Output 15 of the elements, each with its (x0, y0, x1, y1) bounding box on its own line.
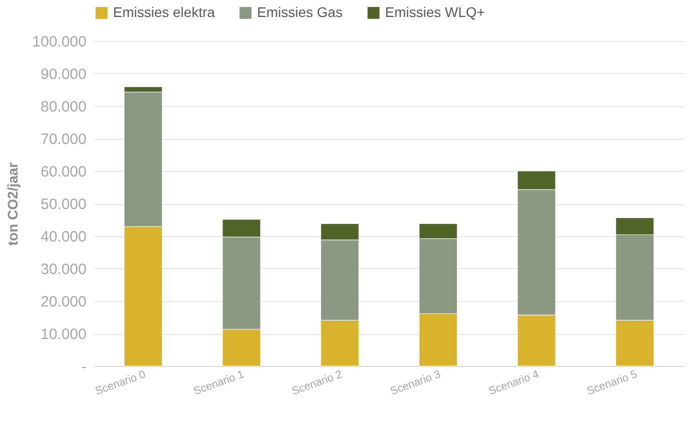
y-tick-label: 20.000 (40, 294, 86, 310)
y-tick-label: 50.000 (40, 196, 86, 213)
y-tick-label: 60.000 (40, 164, 86, 180)
y-tick-label: 30.000 (40, 261, 86, 278)
legend-label: Emissies WLQ+ (385, 4, 485, 20)
y-tick-label: 70.000 (40, 131, 86, 148)
legend-label: Emissies elektra (113, 4, 216, 20)
y-tick-label: 100.000 (32, 34, 86, 50)
y-tick-label: 80.000 (40, 98, 86, 116)
y-tick-label: 90.000 (40, 66, 86, 83)
y-tick-label: - (82, 358, 86, 376)
y-tick-label: 40.000 (40, 228, 86, 246)
y-axis-title: ton CO2/jaar (4, 162, 20, 246)
y-tick-label: 10.000 (40, 326, 86, 343)
legend-label: Emissies Gas (257, 4, 343, 20)
